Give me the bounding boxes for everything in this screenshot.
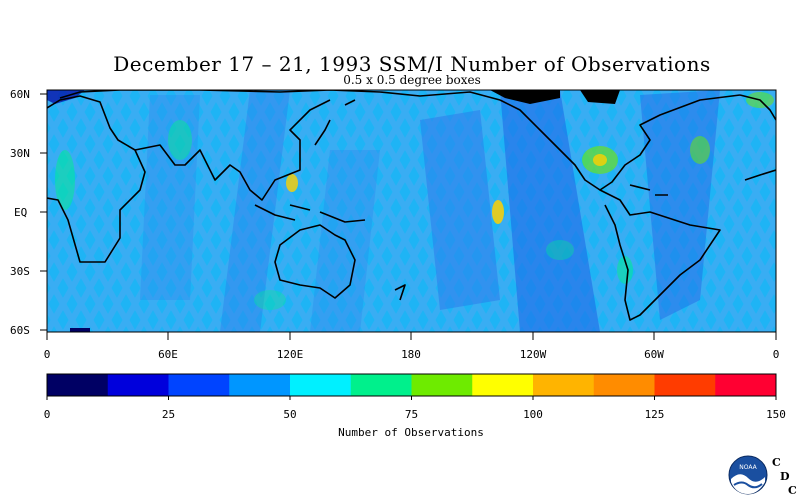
noaa-badge-text: NOAA <box>739 464 757 471</box>
lon-label-0-west: 0 <box>44 348 51 361</box>
colorbar-swatch-6 <box>411 374 473 396</box>
colorbar-tick-label-1: 25 <box>162 408 175 421</box>
lon-label-120w: 120W <box>520 348 547 361</box>
longitude-ticks <box>46 332 777 340</box>
colorbar-tick-label-5: 125 <box>645 408 665 421</box>
lat-label-eq: EQ <box>14 206 27 219</box>
lon-label-120e: 120E <box>277 348 304 361</box>
colorbar-swatch-4 <box>290 374 352 396</box>
colorbar-tick-label-3: 75 <box>405 408 418 421</box>
observation-field <box>47 90 776 332</box>
colorbar-swatch-8 <box>533 374 595 396</box>
latitude-ticks <box>40 93 47 331</box>
colorbar-swatch-1 <box>107 374 169 396</box>
lon-label-0-east: 0 <box>773 348 780 361</box>
lon-label-60w: 60W <box>644 348 664 361</box>
colorbar-swatch-9 <box>593 374 655 396</box>
colorbar-swatch-2 <box>168 374 230 396</box>
lat-label-30s: 30S <box>10 265 30 278</box>
lon-label-180: 180 <box>401 348 421 361</box>
lat-label-60n: 60N <box>10 88 30 101</box>
colorbar-tick-label-6: 150 <box>766 408 786 421</box>
noaa-logo-icon: NOAA C D C <box>728 455 797 497</box>
colorbar-tick-label-0: 0 <box>44 408 51 421</box>
colorbar-label: Number of Observations <box>338 426 484 439</box>
lon-label-60e: 60E <box>158 348 178 361</box>
map-title: December 17 – 21, 1993 SSM/I Number of O… <box>113 52 711 76</box>
colorbar-ticks: 0 25 50 75 100 125 150 <box>44 396 786 421</box>
colorbar-swatch-5 <box>350 374 412 396</box>
colorbar-swatch-11 <box>715 374 777 396</box>
lat-label-60s: 60S <box>10 324 30 337</box>
coastlines <box>47 90 776 321</box>
colorbar-swatch-10 <box>654 374 716 396</box>
map-subtitle: 0.5 x 0.5 degree boxes <box>343 73 481 87</box>
cdc-letter-c2: C <box>788 484 797 497</box>
colorbar-tick-label-4: 100 <box>523 408 543 421</box>
cdc-letter-d: D <box>780 470 790 483</box>
lat-label-30n: 30N <box>10 147 30 160</box>
colorbar-swatch-3 <box>229 374 291 396</box>
cdc-letter-c1: C <box>772 456 781 469</box>
colorbar <box>47 374 777 396</box>
colorbar-swatch-0 <box>47 374 109 396</box>
colorbar-swatch-7 <box>472 374 534 396</box>
colorbar-tick-label-2: 50 <box>283 408 296 421</box>
